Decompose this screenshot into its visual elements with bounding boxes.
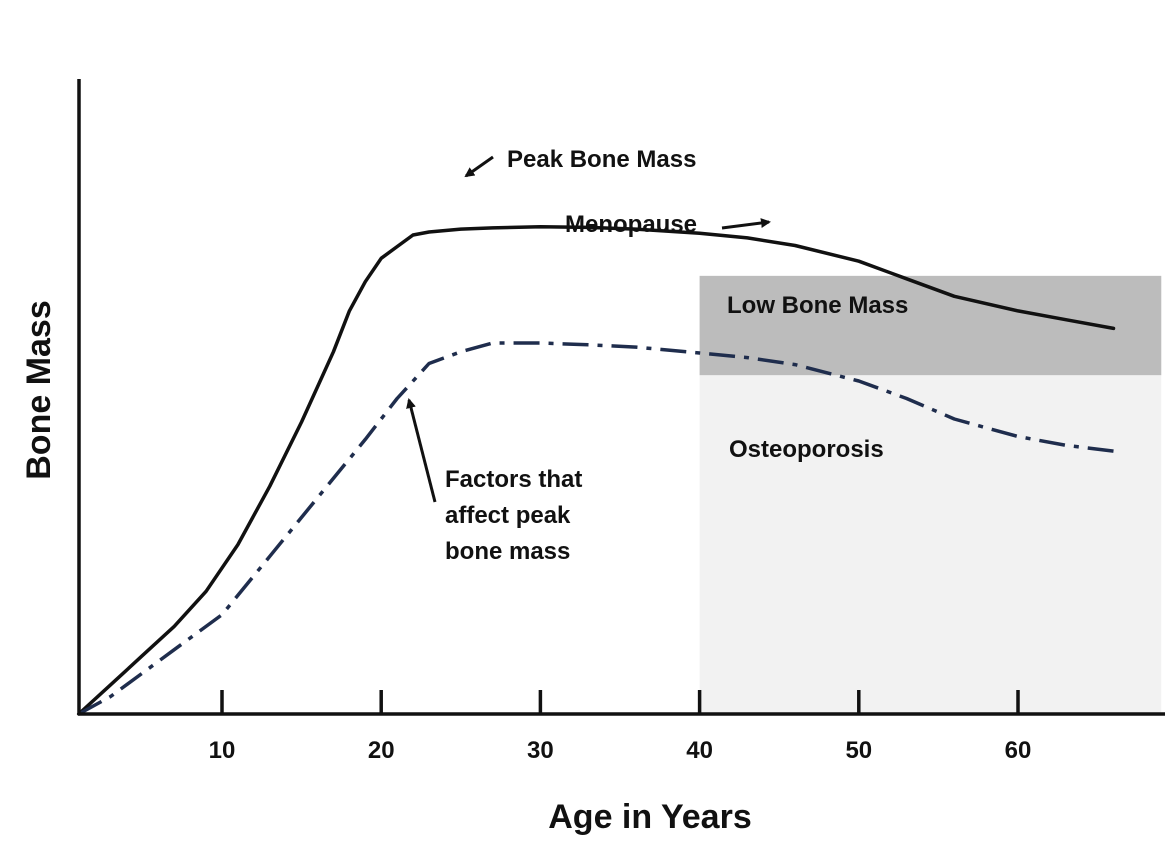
- factors-annotation-line-3: bone mass: [445, 538, 570, 565]
- x-tick-label: 20: [368, 737, 395, 764]
- low-bone-mass-label: Low Bone Mass: [727, 292, 908, 319]
- factors-arrow: [406, 398, 437, 503]
- x-tick-label: 10: [209, 737, 236, 764]
- menopause-arrow: [721, 218, 771, 230]
- peak-bone-mass-curve: [76, 225, 1116, 716]
- peak-bone-mass-annotation: Peak Bone Mass: [507, 146, 696, 173]
- osteoporosis-region: [699, 375, 1162, 714]
- y-axis-label: Bone Mass: [20, 300, 58, 480]
- menopause-annotation: Menopause: [565, 211, 697, 238]
- peak-bone-mass-arrow: [464, 155, 494, 178]
- x-tick-label: 30: [527, 737, 554, 764]
- x-axis-label: Age in Years: [548, 798, 752, 836]
- low-bone-mass-region: [699, 275, 1162, 376]
- factors-annotation-line-1: Factors that: [445, 466, 582, 493]
- x-tick-label: 40: [686, 737, 713, 764]
- osteoporosis-label: Osteoporosis: [729, 436, 884, 463]
- x-tick-label: 50: [845, 737, 872, 764]
- lower-bone-mass-curve: [77, 341, 1114, 716]
- x-tick-label: 60: [1005, 737, 1032, 764]
- factors-annotation-line-2: affect peak: [445, 502, 571, 529]
- x-axis-ticks: 10 20 30 40 50 60: [209, 690, 1032, 764]
